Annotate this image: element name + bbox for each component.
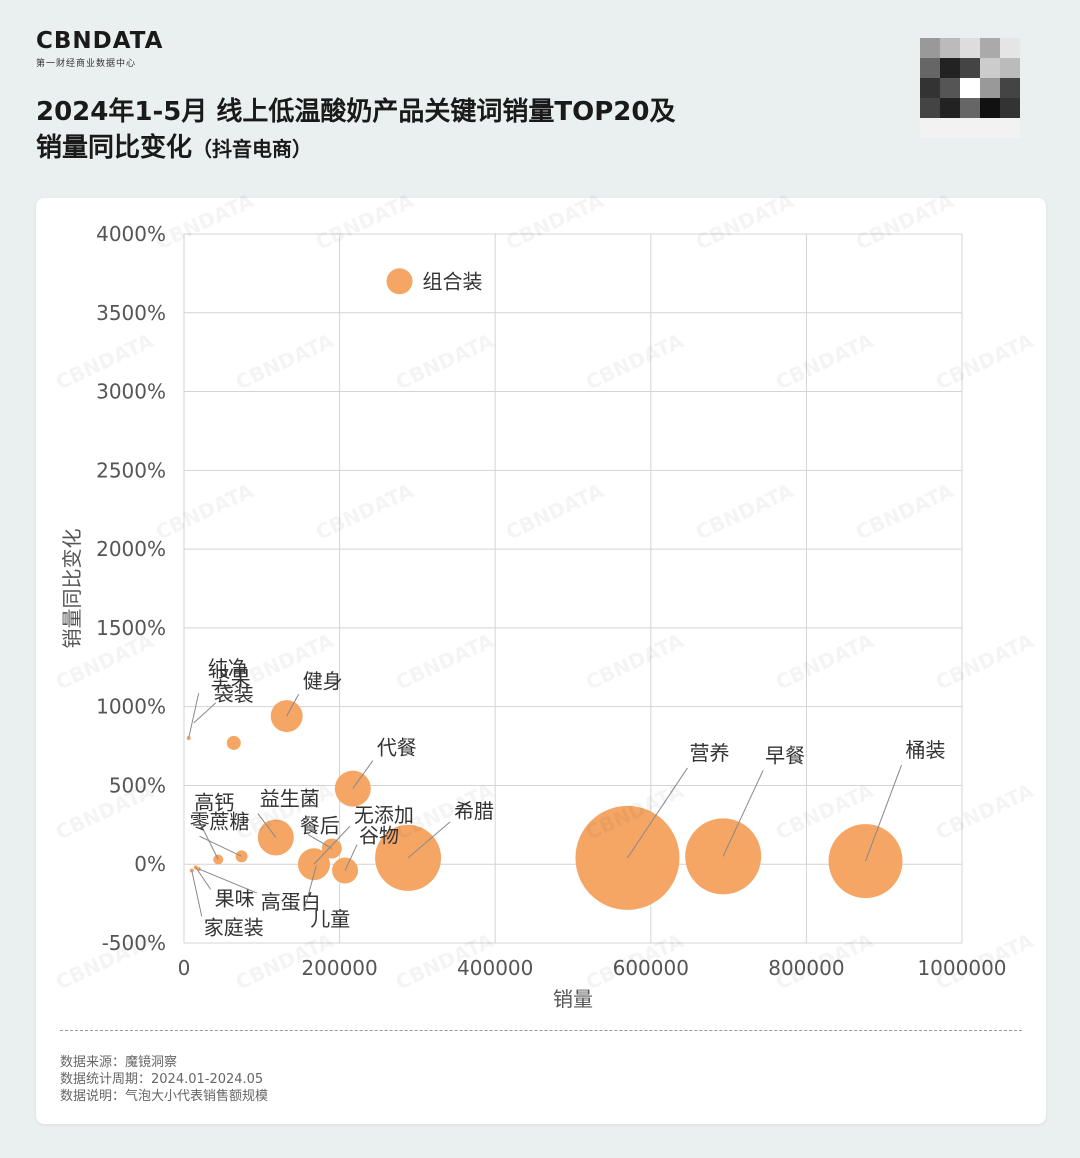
leader-line [352,760,374,789]
y-tick-label: -500% [102,931,166,955]
leader-line [188,693,200,739]
y-tick-label: 2000% [96,537,166,561]
data-label: 早餐 [765,743,805,767]
data-label: 代餐 [377,736,417,760]
data-label: 儿童 [310,907,350,931]
leader-line [286,693,300,717]
qr-code-image [920,38,1020,138]
leader-line [198,868,257,894]
data-label: 袋装 [214,682,254,706]
data-label: 谷物 [359,824,399,848]
data-label: 营养 [689,741,729,765]
leader-line [344,844,358,871]
x-axis-title: 销量 [553,987,593,1011]
title-line-1: 2024年1-5月 线上低温酸奶产品关键词销量TOP20及 [36,97,676,127]
leader-line [257,813,277,838]
y-tick-label: 2500% [96,458,166,482]
x-tick-label: 600000 [613,956,689,980]
data-label: 无添加 [354,803,414,827]
divider [60,1030,1022,1031]
data-period-note: 数据统计周期：2024.01-2024.05 [60,1072,264,1087]
y-tick-label: 0% [134,852,166,876]
leader-line [195,815,219,860]
x-tick-label: 200000 [301,956,377,980]
leader-line [722,770,764,857]
leader-line [407,821,451,859]
page-title: 2024年1-5月 线上低温酸奶产品关键词销量TOP20及 销量同比变化（抖音电… [36,94,856,167]
footnotes: 数据来源：魔镜洞察 数据统计周期：2024.01-2024.05 数据说明：气泡… [60,1054,268,1105]
title-line-2: 销量同比变化 [36,133,193,163]
x-tick-label: 0 [178,956,191,980]
bubble-point [257,819,294,856]
x-tick-label: 800000 [768,956,844,980]
data-label: 高钙 [194,790,234,814]
leader-line [195,867,212,890]
data-source-note: 数据来源：魔镜洞察 [60,1055,178,1070]
x-tick-label: 1000000 [917,956,1006,980]
chart-card: 0 200000 400000 600000 800000 1000000 -500% 0% 5… [36,198,1046,1124]
data-label: 高蛋白 [261,890,321,914]
logo-subtitle: 第一财经商业数据中心 [36,59,137,69]
logo-wordmark: CBNDATA [36,28,164,54]
leader-line [865,764,902,862]
y-tick-label: 3000% [96,380,166,404]
data-label: 健身 [303,669,343,693]
brand-logo: CBNDATA 第一财经商业数据中心 [36,28,163,69]
y-tick-label: 1500% [96,616,166,640]
bubble-chart: 0 200000 400000 600000 800000 1000000 -500% 0% 5… [60,222,1007,1011]
leader-line [199,835,242,857]
data-label: 希腊 [454,799,494,823]
leader-line [191,870,203,917]
leader-line [313,825,351,865]
leader-line [193,702,217,724]
x-tick-label: 400000 [457,956,533,980]
data-label: 果味 [215,886,255,910]
title-suffix: （抖音电商） [192,137,313,161]
leader-line [303,865,317,910]
data-label: 纯净 [208,656,248,680]
data-label: 组合装 [423,269,483,293]
bubble-point [270,700,303,733]
y-tick-label: 500% [109,773,166,797]
bubble-point [226,735,241,750]
leader-line [627,767,688,859]
data-label: 零蔗糖 [190,809,250,833]
y-tick-label: 1000% [96,695,166,719]
data-label: 坚果 [211,666,251,690]
leader-line [307,834,333,849]
data-explanation-note: 数据说明：气泡大小代表销售额规模 [60,1089,269,1104]
y-tick-label: 3500% [96,301,166,325]
data-label: 桶装 [906,738,946,762]
y-axis-title: 销量同比变化 [60,529,84,649]
y-tick-label: 4000% [96,222,166,246]
bubble-point [386,268,413,295]
data-label: 益生菌 [260,786,320,810]
data-label: 家庭装 [204,916,264,940]
data-label: 餐后 [300,813,340,837]
